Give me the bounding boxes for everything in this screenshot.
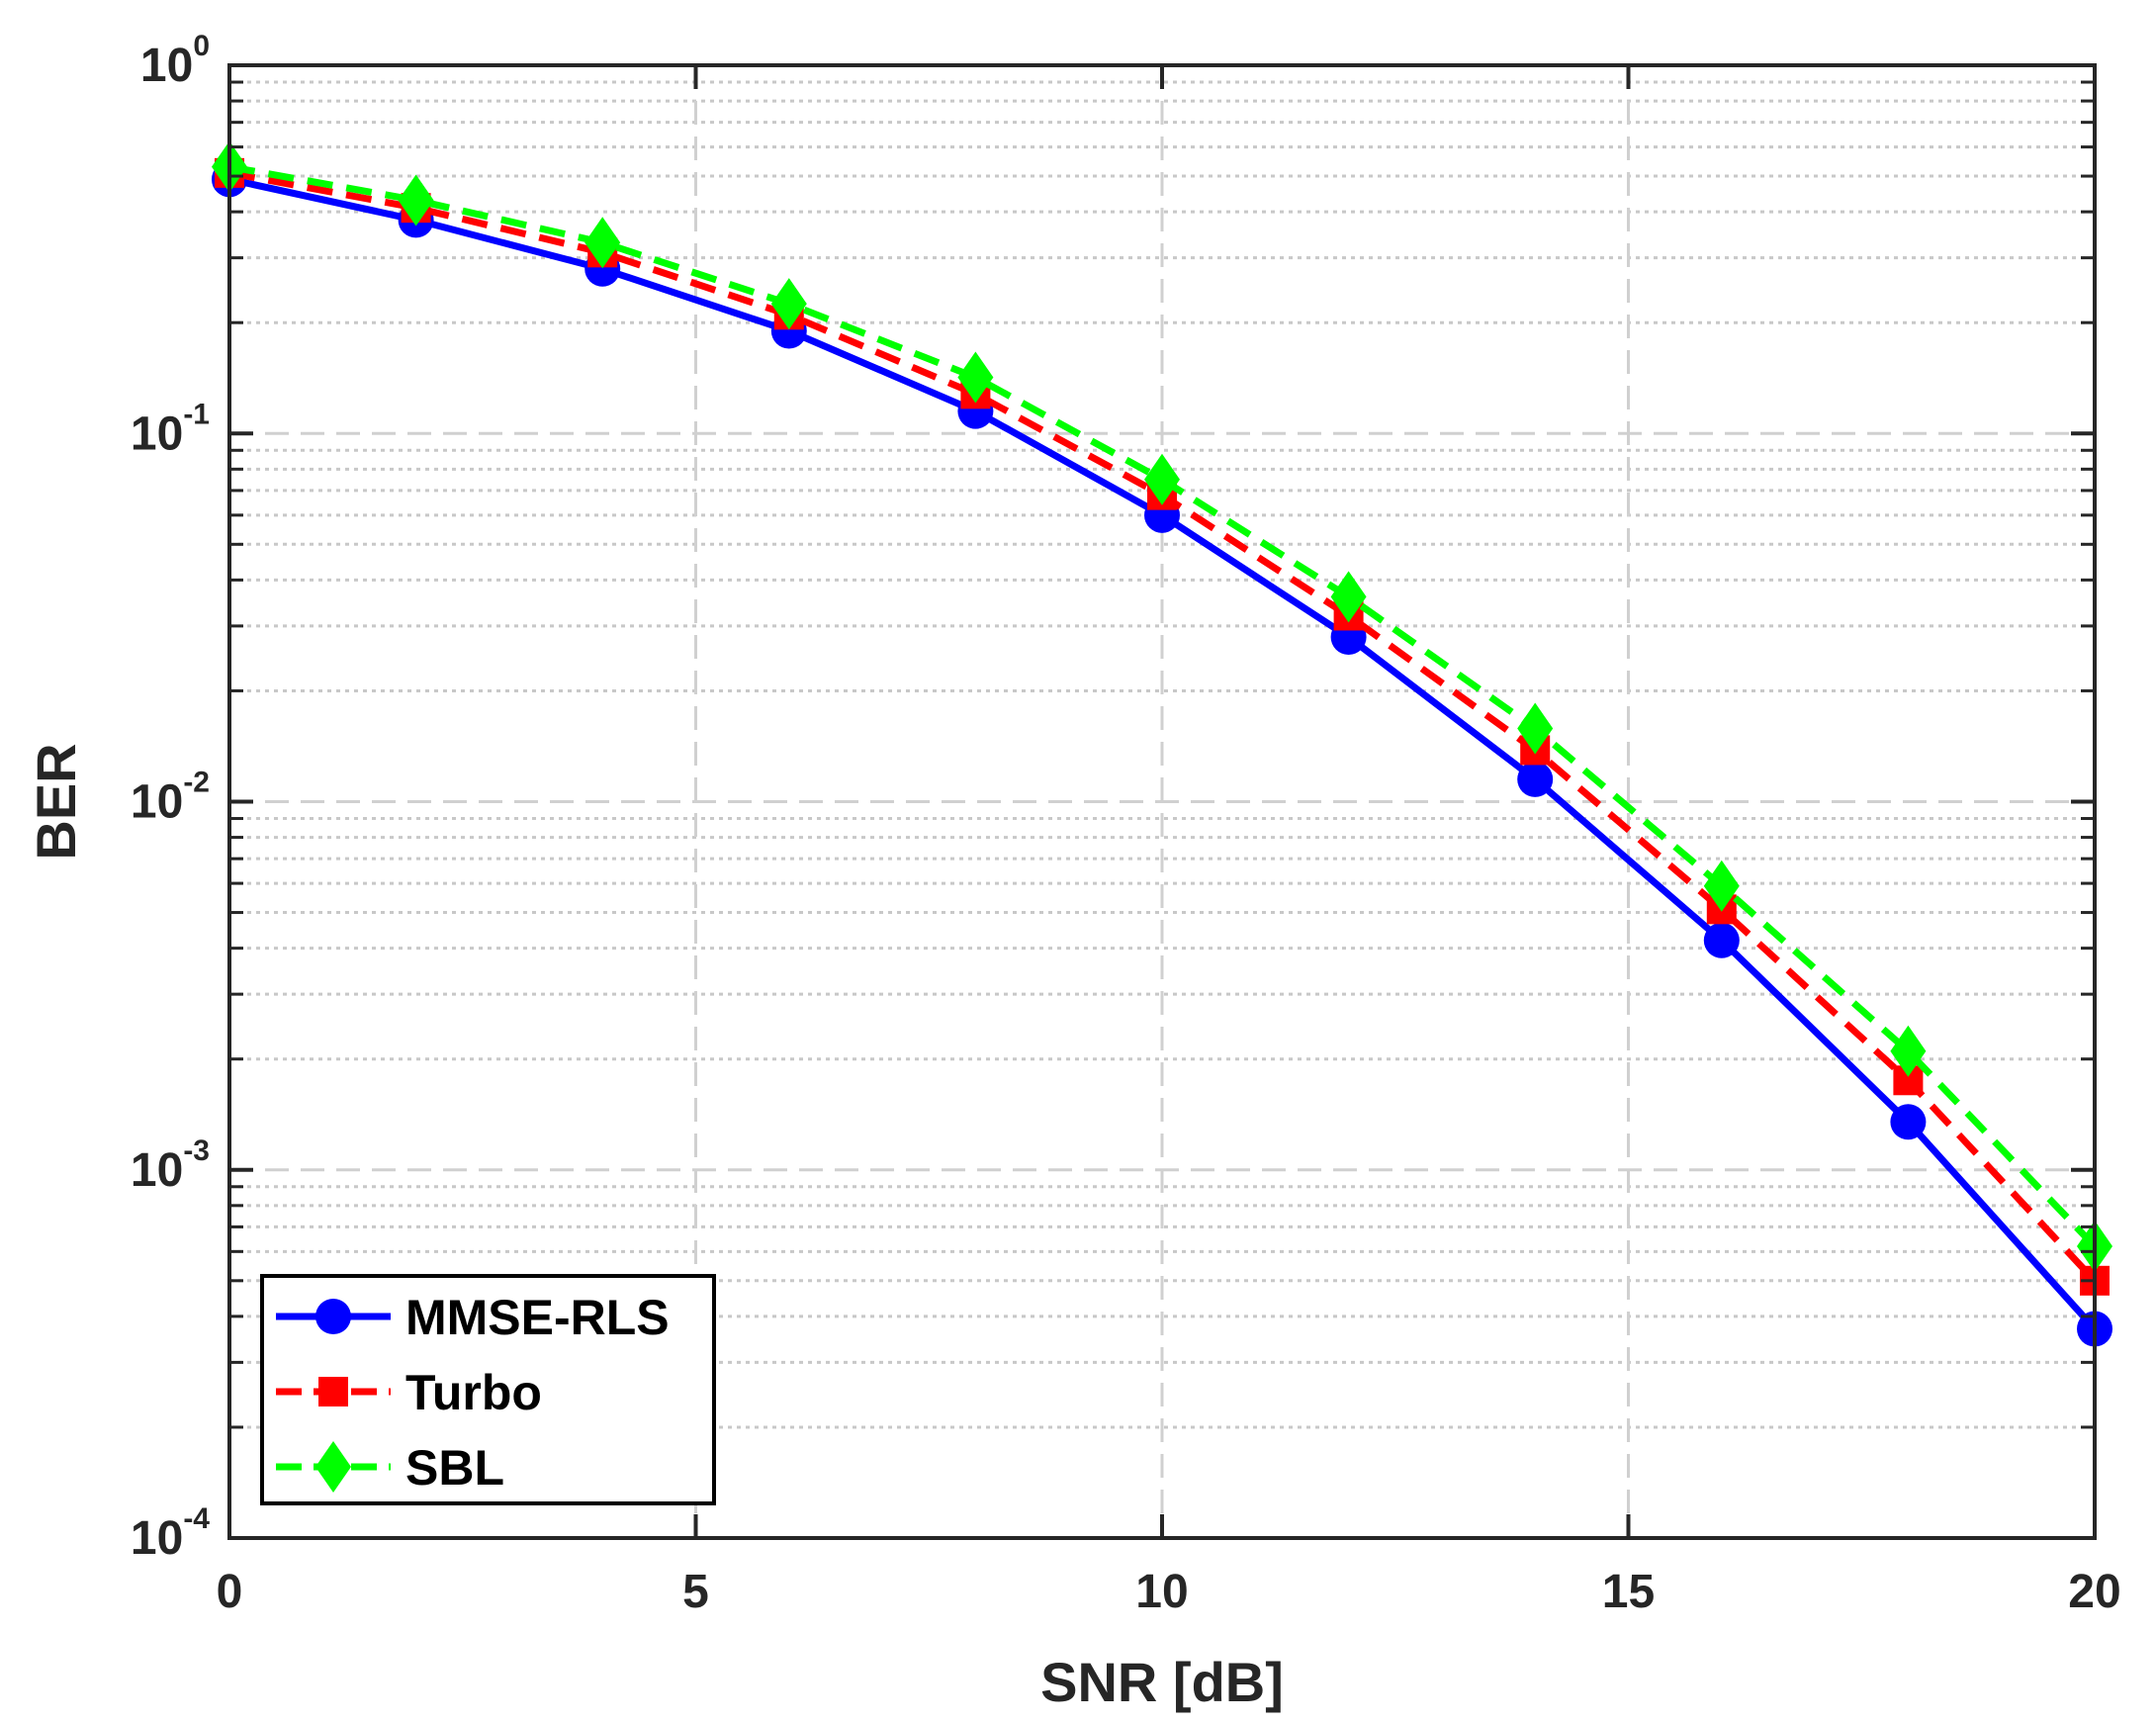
legend: MMSE-RLS Turbo SBL [260,1274,716,1505]
x-tick-label: 0 [217,1566,243,1618]
data-point-sbl [1330,571,1367,623]
data-point-sbl [1703,860,1740,912]
x-tick-label: 15 [1602,1566,1655,1618]
x-axis-label: SNR [dB] [1040,1651,1284,1713]
data-point-mmse-rls [1703,922,1740,958]
data-point-sbl [398,174,434,227]
x-tick-label: 20 [2068,1566,2120,1618]
data-point-sbl [957,351,994,404]
y-axis-label: BER [25,743,87,860]
plot-frame [227,63,2097,1540]
axes [227,63,2097,1540]
legend-label-turbo: Turbo [405,1365,542,1420]
data-point-sbl [770,278,807,330]
y-tick-label: 100 [140,30,210,92]
legend-marker-mmse-rls [315,1299,351,1334]
series-sbl [212,140,2112,1273]
y-tick-label: 10-4 [131,1502,210,1565]
legend-label-sbl: SBL [405,1440,504,1496]
data-point-mmse-rls [1890,1104,1927,1140]
tick-labels: 100 10-1 10-2 10-3 10-40 5 10 15 20 [131,30,2121,1618]
data-point-sbl [584,217,621,269]
x-tick-label: 5 [682,1566,709,1618]
data-point-sbl [1890,1025,1927,1077]
y-tick-label: 10-1 [131,398,210,460]
y-tick-label: 10-3 [131,1134,210,1197]
legend-marker-sbl [315,1441,351,1493]
series-layer [212,140,2112,1347]
legend-label-mmse-rls: MMSE-RLS [405,1290,670,1345]
data-point-mmse-rls [1517,761,1554,797]
data-point-sbl [1144,453,1180,505]
legend-marker-turbo [318,1377,348,1406]
data-point-sbl [1517,702,1554,755]
y-tick-label: 10-2 [131,767,210,829]
x-tick-label: 10 [1135,1566,1188,1618]
